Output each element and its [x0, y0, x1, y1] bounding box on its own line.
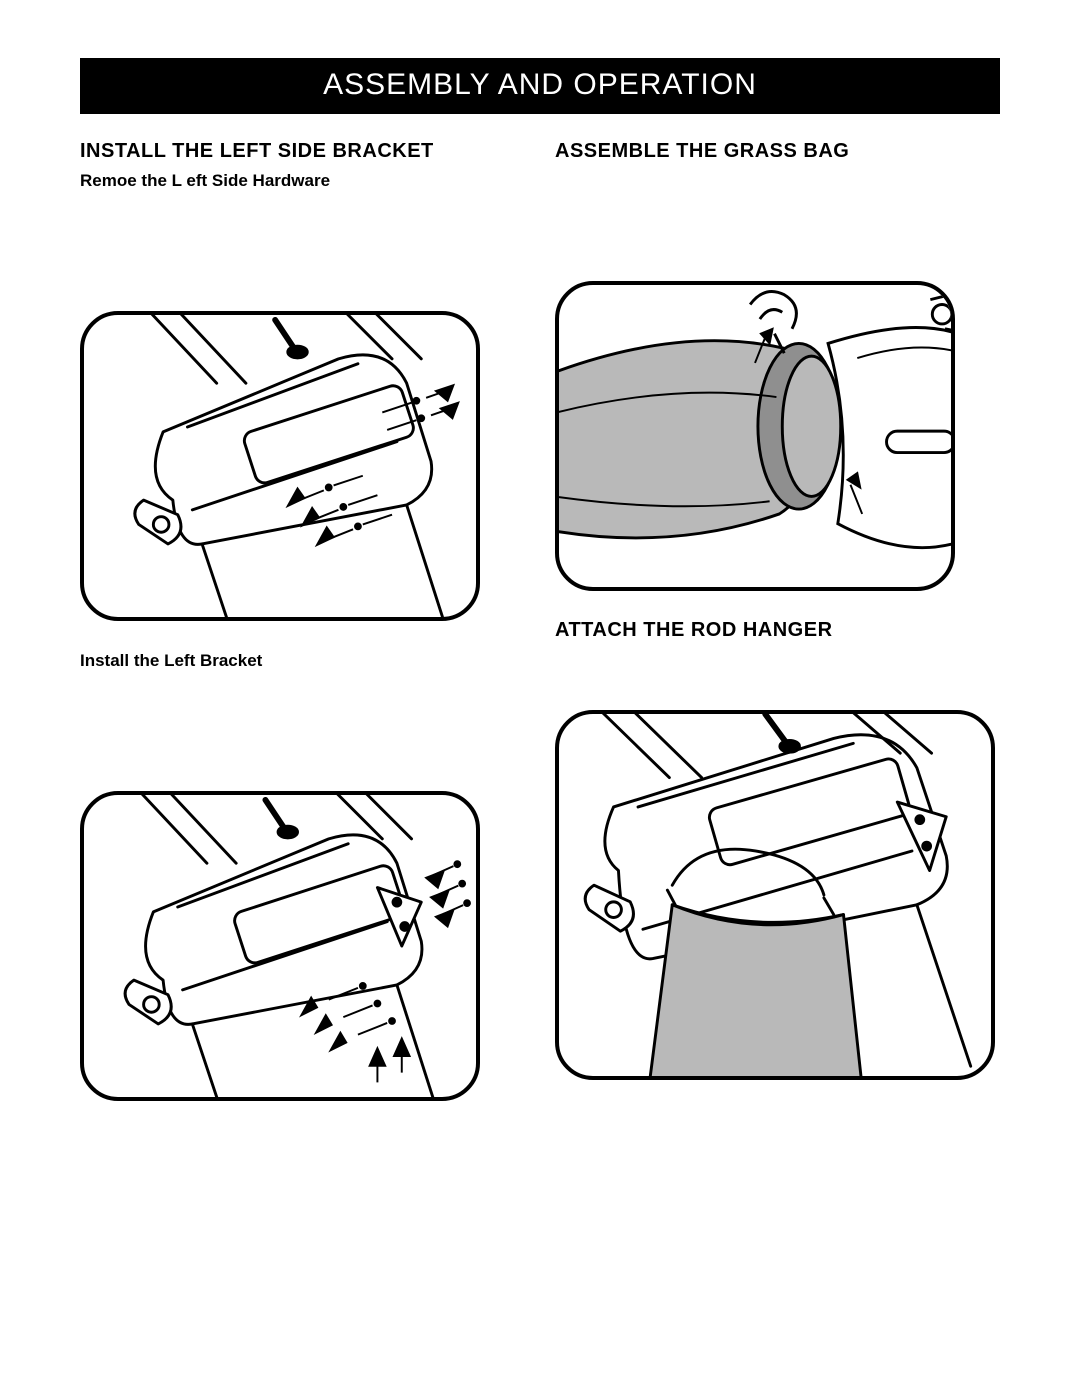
banner-title: ASSEMBLY AND OPERATION [323, 68, 757, 101]
page-banner: ASSEMBLY AND OPERATION [80, 58, 1000, 114]
figure-remove-hardware [80, 311, 480, 621]
left-subheading-2: Install the Left Bracket [80, 651, 525, 671]
figure-grass-bag [555, 281, 955, 591]
figure-rod-hanger [555, 710, 995, 1080]
content-columns: INSTALL THE LEFT SIDE BRACKET Remoe the … [80, 134, 1000, 1101]
left-heading-1: INSTALL THE LEFT SIDE BRACKET [80, 140, 525, 163]
left-column: INSTALL THE LEFT SIDE BRACKET Remoe the … [80, 134, 525, 1101]
manual-page: ASSEMBLY AND OPERATION INSTALL THE LEFT … [0, 0, 1080, 1397]
left-subheading-1: Remoe the L eft Side Hardware [80, 171, 525, 191]
figure-install-bracket [80, 791, 480, 1101]
right-heading-1: ASSEMBLE THE GRASS BAG [555, 140, 1000, 163]
right-heading-2: ATTACH THE ROD HANGER [555, 619, 1000, 642]
right-column: ASSEMBLE THE GRASS BAG [555, 134, 1000, 1101]
